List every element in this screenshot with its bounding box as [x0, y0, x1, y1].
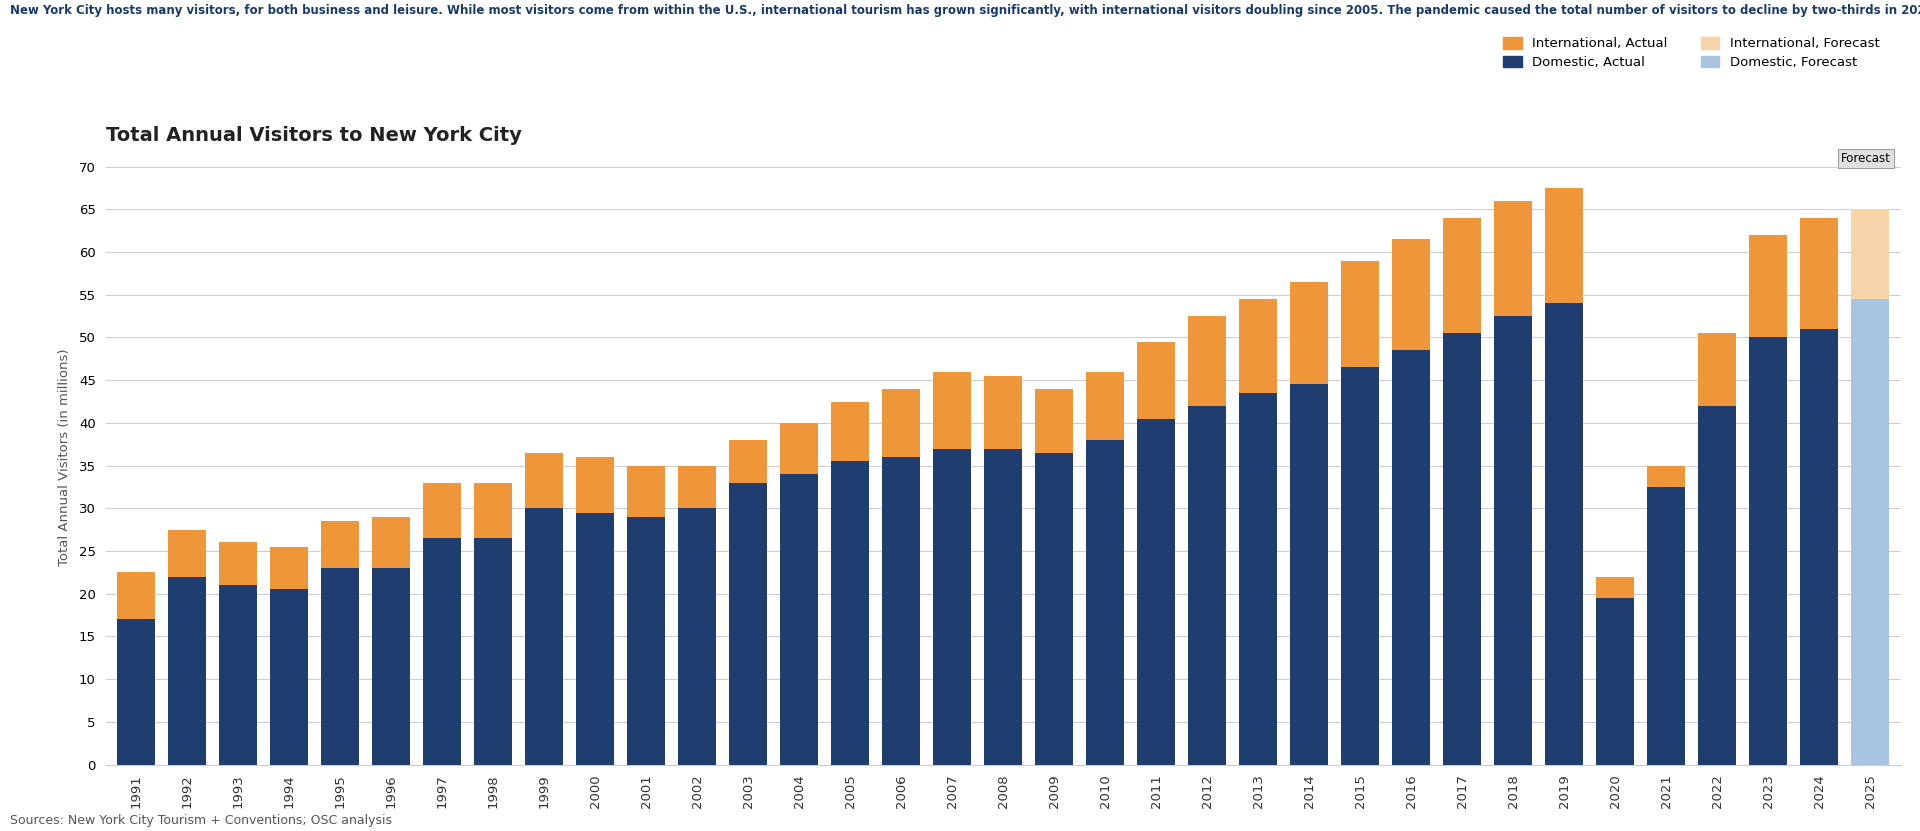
Bar — [1546, 188, 1584, 303]
Bar — [1697, 406, 1736, 765]
Bar — [933, 371, 972, 449]
Bar — [1546, 303, 1584, 765]
Bar — [933, 449, 972, 765]
Bar — [881, 457, 920, 765]
Bar — [678, 509, 716, 765]
Bar — [1494, 201, 1532, 316]
Bar — [219, 585, 257, 765]
Bar — [1392, 239, 1430, 351]
Bar — [730, 440, 768, 483]
Bar — [576, 513, 614, 765]
Bar — [1290, 385, 1329, 765]
Bar — [474, 483, 513, 538]
Bar — [1392, 351, 1430, 765]
Text: New York City hosts many visitors, for both business and leisure. While most vis: New York City hosts many visitors, for b… — [10, 4, 1920, 17]
Bar — [1238, 393, 1277, 765]
Bar — [321, 568, 359, 765]
Bar — [524, 509, 563, 765]
Bar — [1340, 261, 1379, 367]
Bar — [169, 529, 205, 577]
Bar — [1596, 598, 1634, 765]
Bar — [1647, 465, 1686, 487]
Bar — [117, 619, 156, 765]
Bar — [1596, 577, 1634, 598]
Bar — [372, 568, 411, 765]
Bar — [678, 465, 716, 509]
Bar — [1444, 333, 1482, 765]
Bar — [628, 465, 666, 517]
Bar — [474, 538, 513, 765]
Bar — [1340, 367, 1379, 765]
Bar — [422, 538, 461, 765]
Y-axis label: Total Annual Visitors (in millions): Total Annual Visitors (in millions) — [58, 348, 71, 566]
Bar — [1188, 316, 1227, 406]
Legend: International, Actual, Domestic, Actual, International, Forecast, Domestic, Fore: International, Actual, Domestic, Actual,… — [1498, 32, 1885, 74]
Bar — [271, 589, 309, 765]
Text: Sources: New York City Tourism + Conventions; OSC analysis: Sources: New York City Tourism + Convent… — [10, 814, 392, 827]
Bar — [831, 401, 870, 461]
Bar — [1137, 419, 1175, 765]
Bar — [1444, 218, 1482, 333]
Bar — [985, 376, 1021, 449]
Bar — [219, 543, 257, 585]
Bar — [831, 461, 870, 765]
Bar — [1188, 406, 1227, 765]
Bar — [985, 449, 1021, 765]
Bar — [1851, 209, 1889, 299]
Bar — [117, 573, 156, 619]
Bar — [780, 475, 818, 765]
Bar — [1035, 453, 1073, 765]
Bar — [1801, 329, 1837, 765]
Bar — [1494, 316, 1532, 765]
Bar — [372, 517, 411, 568]
Bar — [1851, 299, 1889, 765]
Bar — [1035, 389, 1073, 453]
Text: Forecast: Forecast — [1841, 152, 1891, 165]
Bar — [1238, 299, 1277, 393]
Bar — [422, 483, 461, 538]
Bar — [1087, 371, 1125, 440]
Bar — [1290, 282, 1329, 385]
Bar — [628, 517, 666, 765]
Bar — [1697, 333, 1736, 406]
Bar — [780, 423, 818, 475]
Bar — [1749, 235, 1788, 337]
Bar — [576, 457, 614, 513]
Bar — [524, 453, 563, 509]
Bar — [730, 483, 768, 765]
Bar — [1087, 440, 1125, 765]
Bar — [1137, 342, 1175, 419]
Bar — [321, 521, 359, 568]
Bar — [1801, 218, 1837, 329]
Bar — [1749, 337, 1788, 765]
Text: Total Annual Visitors to New York City: Total Annual Visitors to New York City — [106, 126, 522, 145]
Bar — [271, 547, 309, 589]
Bar — [881, 389, 920, 457]
Bar — [169, 577, 205, 765]
Bar — [1647, 487, 1686, 765]
